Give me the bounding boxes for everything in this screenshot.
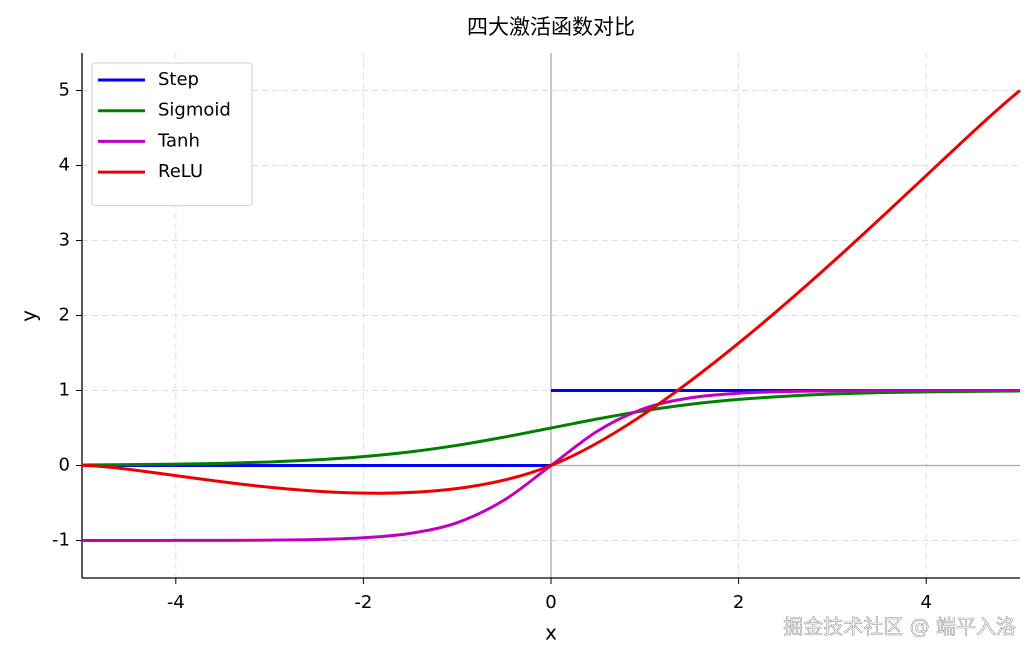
y-tick-label: 2 — [59, 305, 70, 326]
y-axis-label: y — [17, 310, 41, 322]
y-tick-label: 4 — [59, 155, 70, 176]
y-tick-label: 5 — [59, 80, 70, 101]
legend-box — [91, 62, 253, 207]
watermark: 掘金技术社区 @ 端平入洛 — [783, 615, 1016, 639]
legend-label: Tanh — [157, 130, 200, 151]
y-tick-label: 0 — [59, 455, 70, 476]
x-tick-label: -2 — [354, 592, 372, 613]
x-axis-label: x — [545, 621, 557, 645]
y-tick-label: 1 — [59, 380, 70, 401]
legend-label: Sigmoid — [158, 100, 231, 121]
legend-label: ReLU — [158, 161, 203, 182]
chart-title: 四大激活函数对比 — [467, 15, 635, 39]
x-tick-label: 2 — [733, 592, 744, 613]
y-tick-label: 3 — [59, 230, 70, 251]
x-tick-label: 0 — [545, 592, 556, 613]
legend-label: Step — [158, 69, 199, 90]
x-tick-label: 4 — [920, 592, 931, 613]
series-line — [81, 89, 1021, 495]
x-tick-label: -4 — [167, 592, 185, 613]
series-line — [81, 389, 1021, 467]
y-tick-label: -1 — [52, 530, 70, 551]
legend: Step Sigmoid Tanh ReLU — [91, 62, 253, 207]
